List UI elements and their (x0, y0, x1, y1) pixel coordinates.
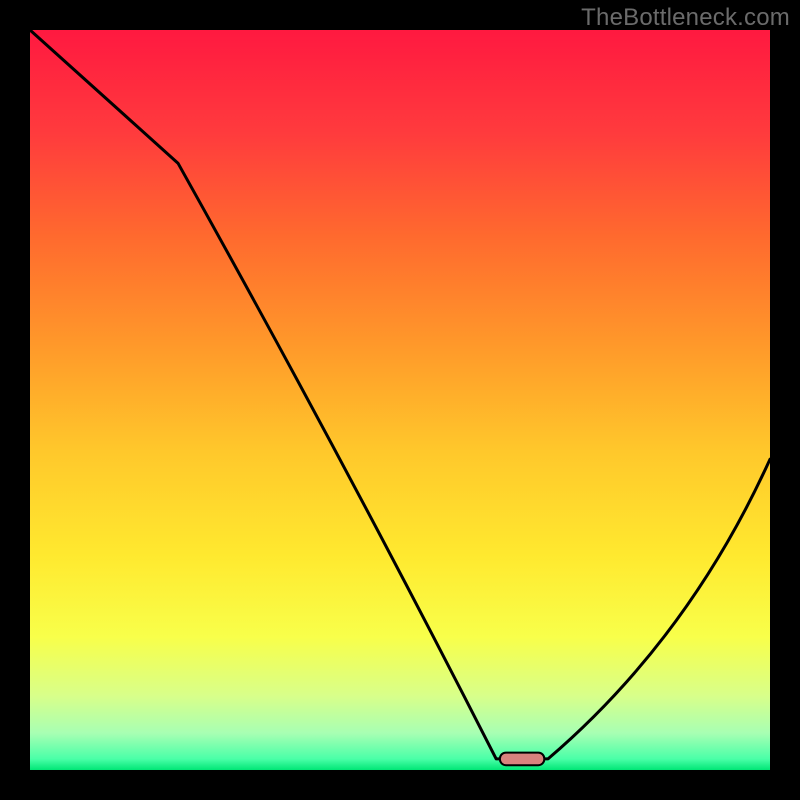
optimal-marker (500, 753, 544, 766)
chart-stage: TheBottleneck.com (0, 0, 800, 800)
watermark-text: TheBottleneck.com (581, 4, 790, 32)
chart-plot-area (30, 30, 770, 770)
bottleneck-chart (0, 0, 800, 800)
